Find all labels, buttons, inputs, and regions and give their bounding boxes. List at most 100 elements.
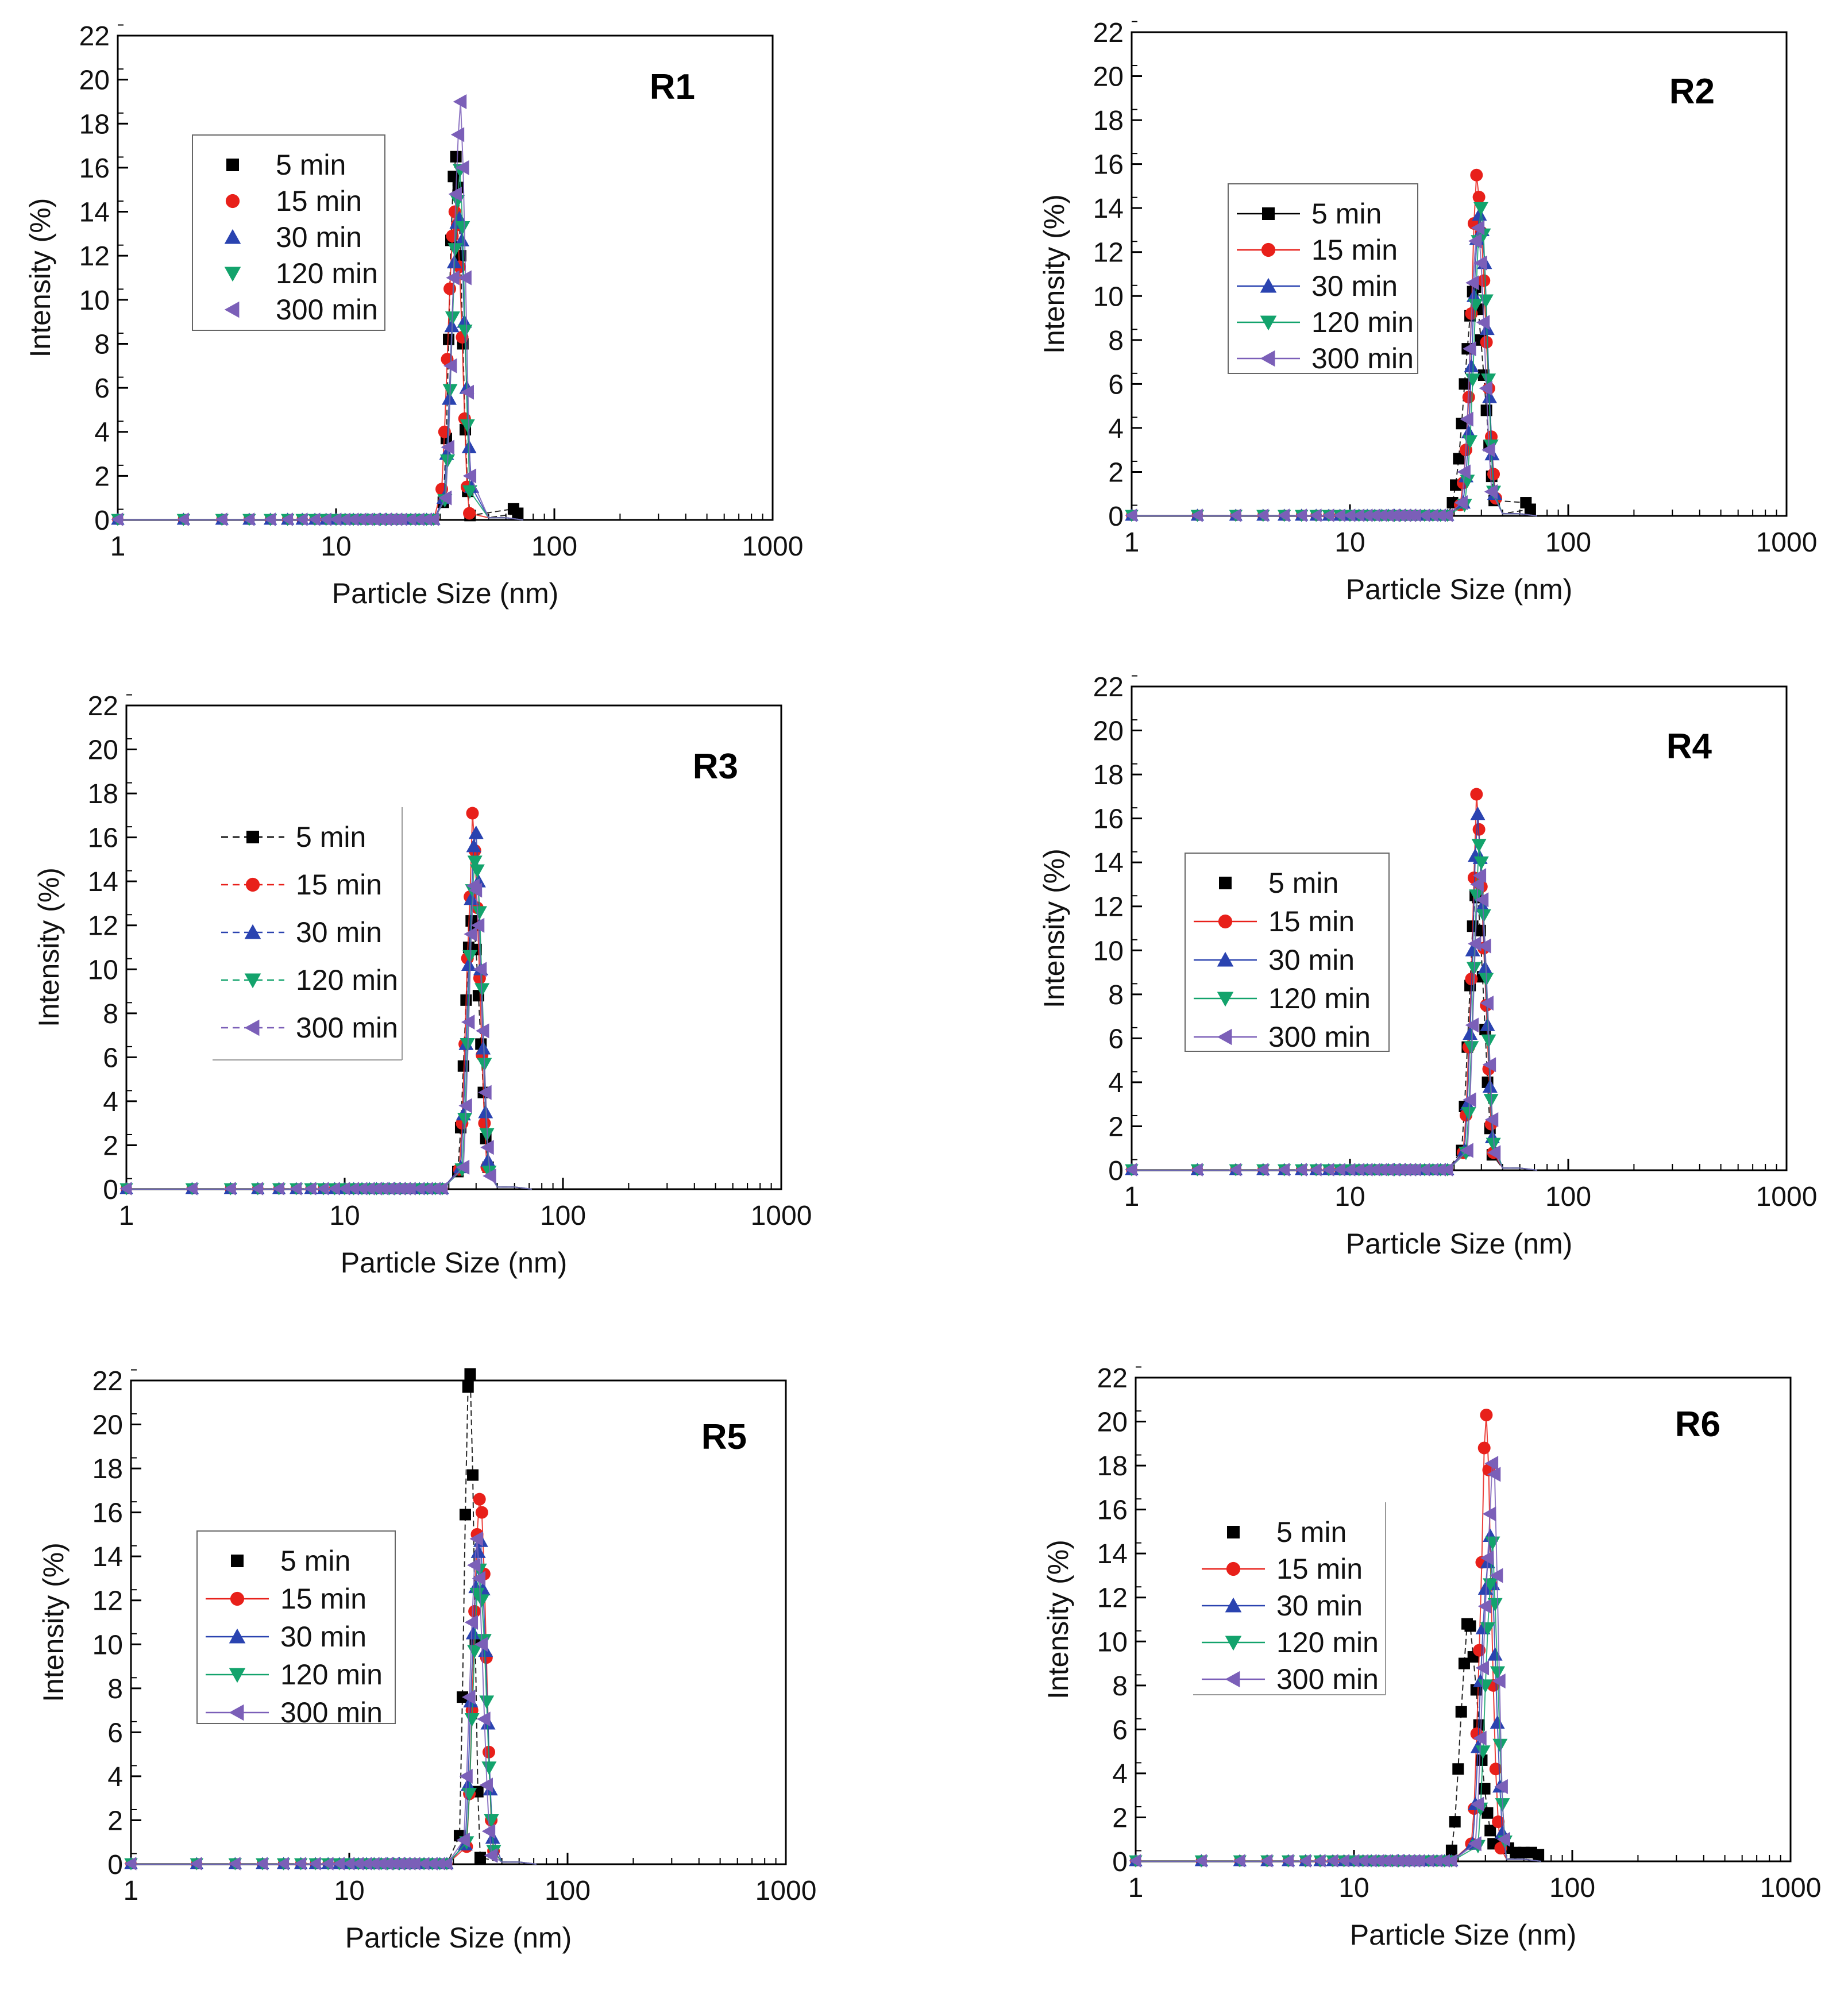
y-tick-label: 0 — [1108, 502, 1124, 532]
data-point — [338, 1182, 350, 1196]
legend-marker — [226, 159, 239, 171]
y-tick-label: 18 — [1093, 760, 1124, 790]
data-point — [1490, 1666, 1506, 1680]
data-point — [412, 512, 425, 526]
data-point — [1482, 1807, 1494, 1819]
data-point — [346, 512, 359, 526]
y-tick-label: 10 — [79, 286, 110, 316]
data-point — [1409, 1163, 1421, 1177]
panel-r6-frame — [1135, 1376, 1792, 1862]
data-point — [176, 512, 189, 526]
data-point — [111, 512, 124, 526]
data-point — [1484, 1456, 1499, 1471]
data-point — [1347, 1854, 1360, 1868]
data-point — [1233, 1854, 1245, 1868]
y-tick-label: 18 — [1093, 106, 1124, 136]
data-point — [1468, 936, 1482, 951]
data-point — [1322, 508, 1334, 522]
y-tick-label: 14 — [1093, 194, 1124, 224]
panel-r5-frame — [130, 1379, 787, 1865]
data-point — [1382, 1163, 1394, 1177]
data-point — [1449, 1816, 1461, 1828]
data-point — [1441, 508, 1453, 522]
data-point — [484, 1848, 498, 1863]
data-point — [1352, 508, 1365, 522]
data-point — [481, 1165, 497, 1179]
data-point — [1277, 1163, 1290, 1177]
data-point — [352, 1857, 364, 1871]
x-axis-label: Particle Size (nm) — [1346, 573, 1573, 606]
y-tick-label: 12 — [1093, 238, 1124, 268]
y-tick-label: 10 — [1097, 1627, 1128, 1657]
data-point — [1477, 1679, 1493, 1693]
legend-label: 5 min — [276, 149, 346, 181]
data-point — [474, 1637, 488, 1652]
x-tick-label: 10 — [334, 1876, 364, 1906]
y-tick-label: 4 — [103, 1087, 118, 1117]
data-point — [1322, 1163, 1334, 1177]
data-point — [446, 270, 460, 286]
legend: 5 min 15 min 30 min 120 min 300 min — [1185, 853, 1390, 1053]
y-tick-label: 8 — [1108, 326, 1124, 356]
data-point — [342, 1857, 355, 1871]
data-point — [472, 906, 487, 920]
y-axis-label: Intensity (%) — [1038, 849, 1070, 1008]
y-tick-label: 22 — [1093, 18, 1124, 48]
legend-marker — [231, 1555, 244, 1567]
data-point — [185, 1182, 198, 1196]
legend-label: 15 min — [1276, 1553, 1363, 1585]
data-point — [1352, 1163, 1365, 1177]
data-point — [1475, 892, 1489, 908]
data-point — [1470, 168, 1483, 182]
data-point — [1472, 207, 1487, 221]
data-point — [456, 160, 469, 175]
data-point — [1326, 1854, 1338, 1868]
data-point — [481, 1761, 497, 1775]
legend-label: 300 min — [280, 1696, 383, 1729]
y-tick-label: 2 — [1112, 1803, 1128, 1833]
y-tick-label: 10 — [88, 955, 118, 985]
data-point — [1480, 336, 1493, 349]
y-tick-label: 18 — [1097, 1451, 1128, 1482]
x-tick-label: 1000 — [1760, 1873, 1822, 1903]
data-point — [427, 512, 439, 526]
data-point — [272, 1182, 284, 1196]
data-point — [374, 1857, 387, 1871]
data-point — [1472, 191, 1486, 204]
legend-marker — [1217, 992, 1234, 1007]
panel-r1: 0 2 4 6 8 10 12 14 16 18 20 22 1 10 100 1000 Particle Si… — [24, 21, 803, 610]
series-300-min — [1129, 1456, 1541, 1868]
data-point — [1487, 1647, 1503, 1661]
panel-r4-frame — [1131, 685, 1788, 1171]
x-tick-label: 1000 — [755, 1876, 817, 1906]
data-point — [308, 1857, 321, 1871]
data-point — [190, 1857, 202, 1871]
y-tick-label: 0 — [94, 506, 110, 536]
data-point — [478, 1085, 492, 1100]
data-point — [256, 1857, 268, 1871]
series-300-min — [124, 1531, 537, 1871]
legend-marker — [1261, 242, 1276, 257]
data-point — [1379, 1854, 1391, 1868]
data-point — [1477, 1599, 1492, 1614]
data-point — [1445, 1854, 1457, 1868]
legend-label: 5 min — [280, 1545, 350, 1577]
data-point — [1375, 508, 1387, 522]
legend-label: 120 min — [1276, 1626, 1379, 1659]
data-point — [450, 151, 462, 163]
data-point — [1477, 960, 1493, 974]
data-point — [1492, 1673, 1506, 1689]
data-point — [1375, 1163, 1387, 1177]
data-point — [1464, 358, 1479, 373]
series-300-min — [111, 94, 523, 526]
data-point — [1476, 1754, 1488, 1766]
y-tick-label: 20 — [79, 65, 110, 96]
data-point — [460, 384, 474, 400]
y-tick-label: 6 — [107, 1718, 123, 1748]
data-point — [223, 1182, 236, 1196]
legend-label: 300 min — [296, 1012, 398, 1044]
y-tick-label: 14 — [1093, 848, 1124, 878]
y-tick-label: 22 — [92, 1366, 123, 1397]
data-point — [1459, 378, 1471, 390]
data-point — [1465, 275, 1479, 291]
